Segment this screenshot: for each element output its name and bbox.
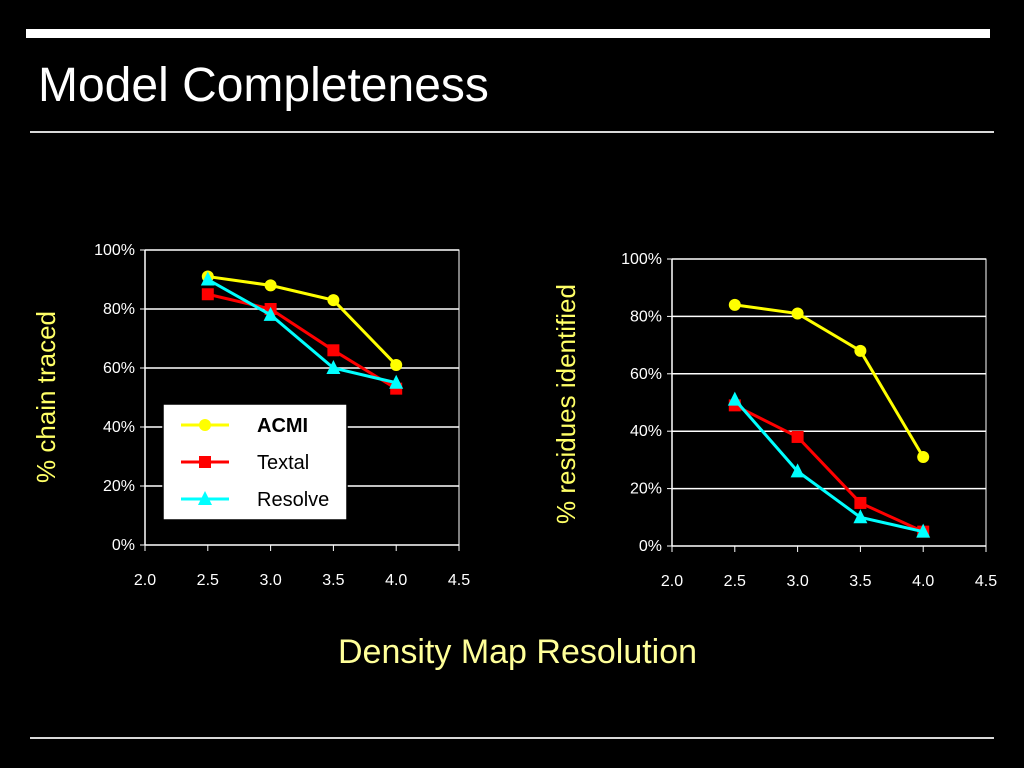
series-line-textal bbox=[207, 292, 397, 390]
data-point-acmi bbox=[791, 307, 804, 320]
series-line-textal bbox=[734, 404, 924, 534]
data-point-resolve bbox=[916, 523, 931, 538]
data-point-acmi bbox=[327, 294, 340, 307]
data-point-resolve bbox=[853, 509, 868, 524]
legend-label-resolve: Resolve bbox=[257, 489, 329, 511]
x-tick-label: 4.5 bbox=[448, 572, 470, 589]
data-point-textal bbox=[854, 496, 867, 509]
legend-marker-acmi bbox=[199, 419, 211, 431]
data-point-acmi bbox=[390, 359, 403, 372]
data-point-textal bbox=[201, 288, 214, 301]
y-tick-label: 40% bbox=[103, 419, 135, 436]
series-line-resolve bbox=[733, 398, 924, 534]
footer-divider bbox=[30, 737, 994, 739]
x-tick-label: 4.0 bbox=[912, 573, 934, 590]
x-tick-label: 4.5 bbox=[975, 573, 997, 590]
x-tick-label: 3.0 bbox=[259, 572, 281, 589]
y-tick-label: 60% bbox=[103, 360, 135, 377]
y-tick-label: 0% bbox=[112, 537, 135, 554]
data-point-resolve bbox=[790, 463, 805, 478]
data-point-textal bbox=[791, 430, 804, 443]
x-tick-label: 3.5 bbox=[849, 573, 871, 590]
series-line-acmi bbox=[734, 303, 925, 458]
legend-marker-resolve bbox=[198, 491, 212, 505]
x-tick-label: 2.5 bbox=[724, 573, 746, 590]
data-point-resolve bbox=[326, 360, 341, 374]
y-tick-label: 80% bbox=[630, 308, 662, 325]
chart-legend: ACMI Textal Resolve bbox=[162, 403, 348, 521]
y-tick-label: 0% bbox=[639, 538, 662, 555]
series-line-resolve bbox=[207, 278, 397, 385]
y-tick-label: 100% bbox=[94, 242, 135, 259]
x-tick-label: 4.0 bbox=[385, 572, 407, 589]
plot-area bbox=[671, 258, 987, 547]
slide-title: Model Completeness bbox=[38, 59, 489, 112]
legend-label-textal: Textal bbox=[257, 452, 309, 474]
x-tick-label: 2.0 bbox=[661, 573, 683, 590]
top-accent-bar bbox=[26, 29, 990, 38]
legend-marker-textal bbox=[199, 456, 211, 468]
data-point-acmi bbox=[264, 279, 277, 292]
data-point-textal bbox=[327, 344, 340, 357]
data-point-acmi bbox=[917, 451, 930, 464]
x-tick-label: 3.0 bbox=[786, 573, 808, 590]
y-tick-label: 80% bbox=[103, 301, 135, 318]
title-divider bbox=[30, 131, 994, 133]
x-tick-label: 3.5 bbox=[322, 572, 344, 589]
y-axis-title: % chain traced bbox=[31, 311, 61, 483]
y-tick-label: 40% bbox=[630, 423, 662, 440]
series-line-acmi bbox=[207, 275, 398, 367]
data-point-resolve bbox=[727, 391, 742, 406]
y-tick-label: 20% bbox=[630, 481, 662, 498]
data-point-resolve bbox=[389, 374, 404, 389]
x-tick-label: 2.0 bbox=[134, 572, 156, 589]
x-axis-title: Density Map Resolution bbox=[338, 633, 698, 671]
data-point-resolve bbox=[263, 306, 278, 321]
x-tick-label: 2.5 bbox=[197, 572, 219, 589]
y-tick-label: 20% bbox=[103, 478, 135, 495]
data-point-acmi bbox=[728, 298, 741, 311]
data-point-resolve bbox=[200, 271, 215, 286]
legend-label-acmi: ACMI bbox=[257, 415, 308, 437]
data-point-acmi bbox=[854, 344, 867, 357]
y-tick-label: 100% bbox=[621, 251, 662, 268]
y-axis-title: % residues identified bbox=[551, 284, 581, 524]
y-tick-label: 60% bbox=[630, 366, 662, 383]
